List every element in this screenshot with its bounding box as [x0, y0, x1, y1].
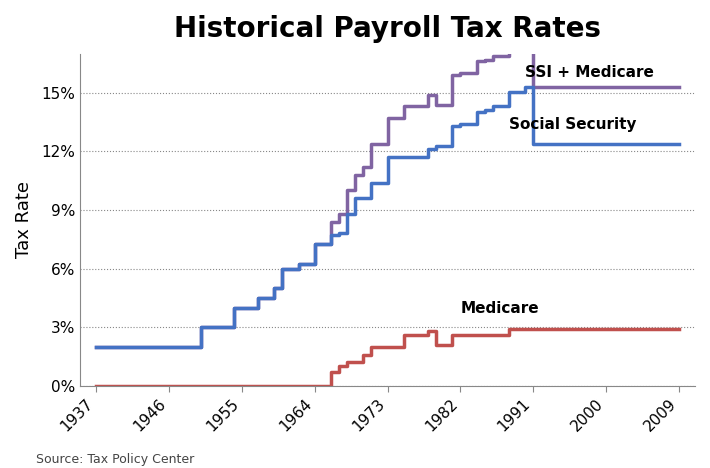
Text: Social Security: Social Security: [509, 117, 636, 132]
Text: Source: Tax Policy Center: Source: Tax Policy Center: [36, 453, 194, 466]
Y-axis label: Tax Rate: Tax Rate: [15, 181, 33, 258]
Title: Historical Payroll Tax Rates: Historical Payroll Tax Rates: [174, 15, 601, 43]
Text: Medicare: Medicare: [460, 300, 539, 315]
Text: SSI + Medicare: SSI + Medicare: [525, 65, 654, 80]
